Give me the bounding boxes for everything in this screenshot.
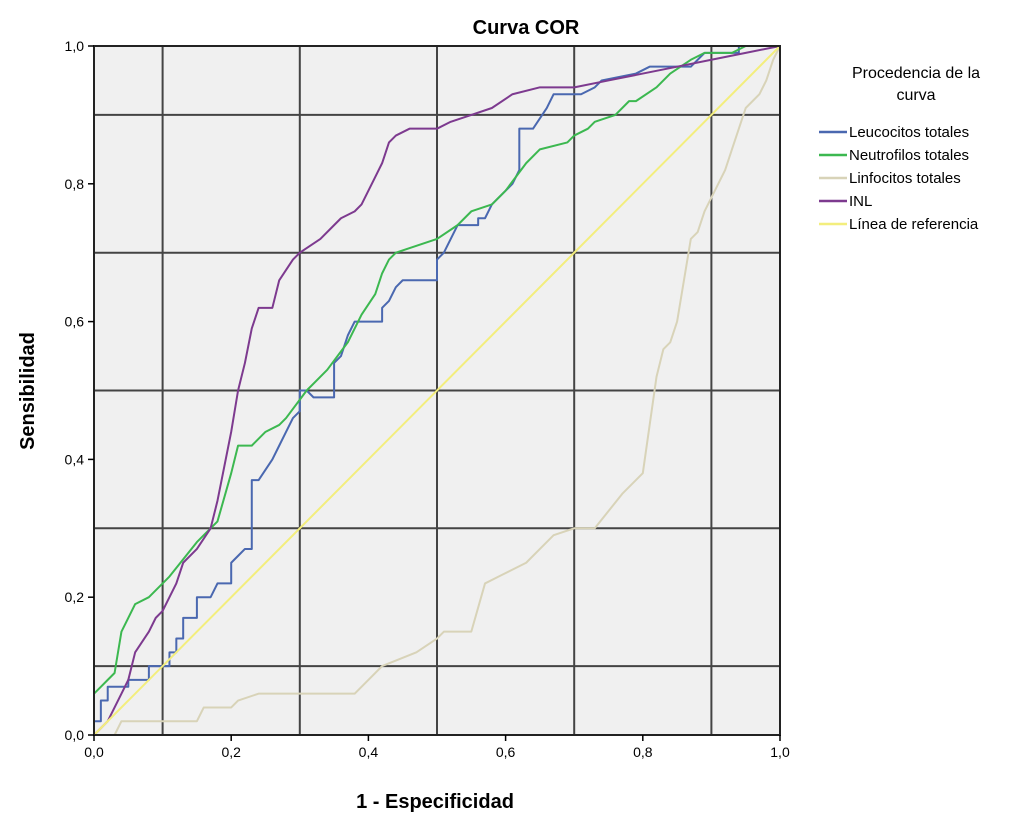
series-line-4 <box>93 45 781 736</box>
legend-title: curva <box>896 87 935 104</box>
series-line-2 <box>94 45 781 736</box>
plot-area: 0,00,0 0,2 0,2 0,4 0,4 0,6 0,6 0,8 0,8 1,0 1,0 <box>65 38 790 760</box>
x-tick-label: 0,8 <box>633 744 653 760</box>
x-tick-label: 0,4 <box>359 744 379 760</box>
legend-entry-label: Línea de referencia <box>849 216 979 233</box>
series-line-0 <box>93 45 780 735</box>
y-tick-label: 1,0 <box>65 38 85 54</box>
y-axis-label: Sensibilidad <box>17 332 39 450</box>
chart-title: Curva COR <box>473 17 580 39</box>
series-line-3 <box>93 45 781 736</box>
x-axis-label: 1 - Especificidad <box>356 791 514 813</box>
y-tick-label: 0,4 <box>65 451 85 467</box>
legend-entry-label: Neutrofilos totales <box>849 147 969 164</box>
x-tick-label: 0,0 <box>84 744 104 760</box>
legend-title: Procedencia de la <box>852 65 980 82</box>
legend: Procedencia de la curva Leucocitos totales… <box>819 65 980 233</box>
legend-entry-label: Linfocitos totales <box>849 170 961 187</box>
x-tick-label: 0,6 <box>496 744 516 760</box>
y-tick-label: 0,8 <box>65 176 85 192</box>
plot-frame <box>93 45 781 736</box>
x-tick-label: 1,0 <box>770 744 790 760</box>
y-tick-label: 0,6 <box>65 314 85 330</box>
series-line-1 <box>93 45 780 735</box>
legend-entry-label: Leucocitos totales <box>849 124 969 141</box>
y-tick-label: 0,0 <box>65 727 85 743</box>
y-tick-label: 0,2 <box>65 589 85 605</box>
legend-entry-label: INL <box>849 193 872 210</box>
x-tick-label: 0,2 <box>221 744 241 760</box>
